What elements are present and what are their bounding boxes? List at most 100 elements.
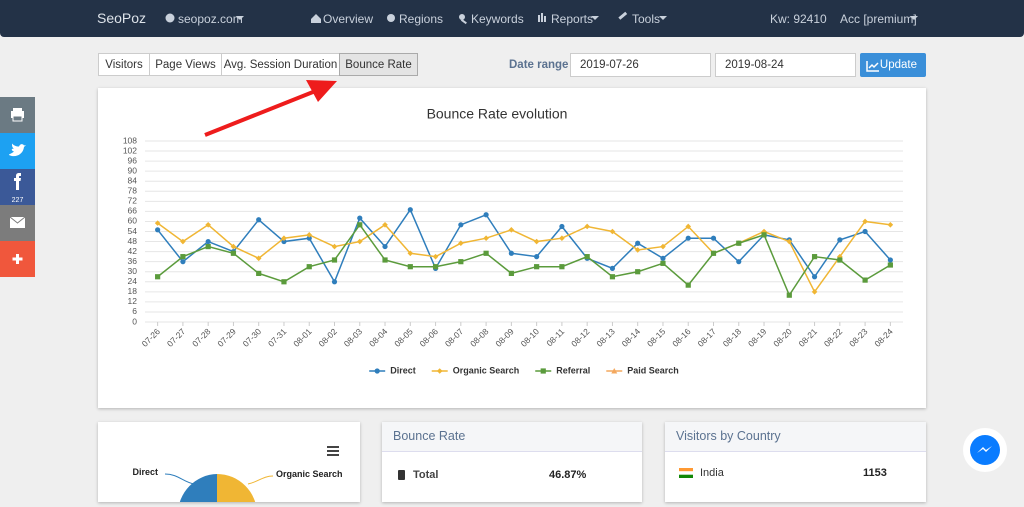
- x-tick-label: 07-29: [215, 326, 238, 349]
- x-tick-label: 07-30: [241, 326, 264, 349]
- data-point: [862, 277, 868, 283]
- y-tick-label: 102: [123, 145, 137, 155]
- y-tick-label: 66: [128, 206, 138, 216]
- nav-link[interactable]: Overview: [323, 12, 374, 26]
- bounce-card: Bounce Rate Total 46.87%: [382, 422, 642, 502]
- data-point: [811, 289, 818, 295]
- data-point: [887, 221, 894, 228]
- data-point: [508, 250, 514, 256]
- x-tick-label: 07-27: [165, 326, 188, 349]
- pie-label: Direct: [132, 467, 158, 477]
- data-point: [635, 269, 641, 275]
- email-icon: [9, 216, 26, 228]
- kw-count: Kw: 92410: [770, 12, 827, 26]
- data-point: [483, 212, 489, 218]
- data-point: [458, 222, 464, 228]
- data-point: [811, 274, 818, 280]
- data-point: [205, 243, 211, 250]
- data-point: [887, 262, 893, 268]
- data-point: [786, 238, 793, 245]
- data-point: [458, 240, 464, 247]
- twitter-button[interactable]: [0, 133, 35, 169]
- data-point: [609, 265, 616, 271]
- account-menu[interactable]: Acc [premium]: [840, 12, 917, 26]
- data-point: [761, 228, 767, 235]
- nav-link[interactable]: Keywords: [471, 12, 524, 26]
- data-point: [508, 270, 514, 276]
- tab-active[interactable]: Bounce Rate: [339, 53, 418, 76]
- pie-label: Organic Search: [276, 469, 343, 479]
- navbar: SeoPoz seopoz.com Overview Regions Keywo…: [0, 0, 1024, 37]
- row-label: Total: [413, 469, 439, 481]
- data-point: [357, 222, 363, 228]
- chart: Bounce Rate evolution 061218243036424854…: [123, 106, 903, 375]
- pie-preview: Direct Organic Search: [132, 446, 343, 507]
- facebook-button[interactable]: 227: [0, 169, 35, 205]
- x-tick-label: 08-03: [342, 326, 365, 349]
- brand[interactable]: SeoPoz: [97, 10, 147, 26]
- y-tick-label: 108: [123, 135, 137, 145]
- data-point: [837, 237, 843, 243]
- y-tick-label: 54: [128, 226, 138, 236]
- data-point: [256, 270, 262, 276]
- data-point: [281, 238, 287, 245]
- row-value: 46.87%: [549, 469, 587, 481]
- data-point: [534, 264, 540, 270]
- tab[interactable]: Avg. Session Duration: [221, 53, 340, 76]
- data-point: [331, 243, 338, 250]
- data-point: [306, 235, 312, 241]
- data-point: [407, 250, 414, 257]
- data-point: [306, 232, 313, 238]
- messenger-button[interactable]: [962, 427, 1008, 473]
- country-value: 1153: [863, 467, 887, 479]
- end-date[interactable]: 2019-08-24: [715, 53, 856, 77]
- data-point: [660, 260, 666, 266]
- legend-marker: [611, 368, 618, 374]
- more-button[interactable]: [0, 241, 35, 277]
- y-tick-label: 18: [128, 286, 138, 296]
- update-button[interactable]: Update: [860, 53, 926, 77]
- nav-icons: [165, 11, 918, 25]
- data-point: [660, 243, 666, 250]
- tab[interactable]: Visitors: [98, 53, 150, 76]
- data-point: [155, 274, 161, 280]
- x-tick-label: 08-12: [569, 326, 592, 349]
- nav-link[interactable]: Tools: [632, 12, 661, 26]
- data-point: [331, 257, 338, 263]
- series-line: [157, 208, 891, 284]
- email-button[interactable]: [0, 205, 35, 241]
- print-button[interactable]: [0, 97, 35, 133]
- data-point: [710, 250, 717, 256]
- data-point: [281, 279, 287, 285]
- x-tick-label: 08-10: [519, 326, 542, 349]
- card-header: Bounce Rate: [382, 422, 642, 452]
- y-tick-label: 6: [132, 306, 137, 316]
- x-tick-label: 08-11: [544, 326, 566, 348]
- share-count: 227: [11, 197, 24, 204]
- y-tick-label: 48: [128, 236, 138, 246]
- flag-icon: [679, 468, 693, 478]
- data-point: [685, 235, 691, 241]
- x-tick-label: 08-05: [392, 326, 415, 349]
- data-point: [634, 247, 641, 253]
- data-point: [230, 250, 237, 256]
- data-point: [635, 240, 641, 246]
- nav-link[interactable]: Regions: [399, 12, 444, 26]
- data-point: [255, 255, 262, 262]
- data-point: [609, 274, 616, 280]
- data-point: [533, 238, 540, 245]
- y-tick-label: 78: [128, 186, 138, 196]
- tab[interactable]: Page Views: [149, 53, 222, 76]
- data-point: [736, 240, 742, 246]
- nav-link[interactable]: Reports: [551, 12, 594, 26]
- x-tick-label: 08-09: [493, 326, 516, 349]
- print-icon: [11, 108, 24, 122]
- site-selector[interactable]: seopoz.com: [178, 12, 243, 26]
- x-tick-label: 07-26: [140, 326, 163, 349]
- pie-card: Direct Organic Search: [98, 422, 360, 507]
- start-date[interactable]: 2019-07-26: [570, 53, 711, 77]
- x-tick-label: 08-22: [822, 326, 845, 349]
- y-tick-label: 72: [128, 196, 138, 206]
- data-point: [407, 264, 413, 270]
- x-tick-label: 08-13: [594, 326, 617, 349]
